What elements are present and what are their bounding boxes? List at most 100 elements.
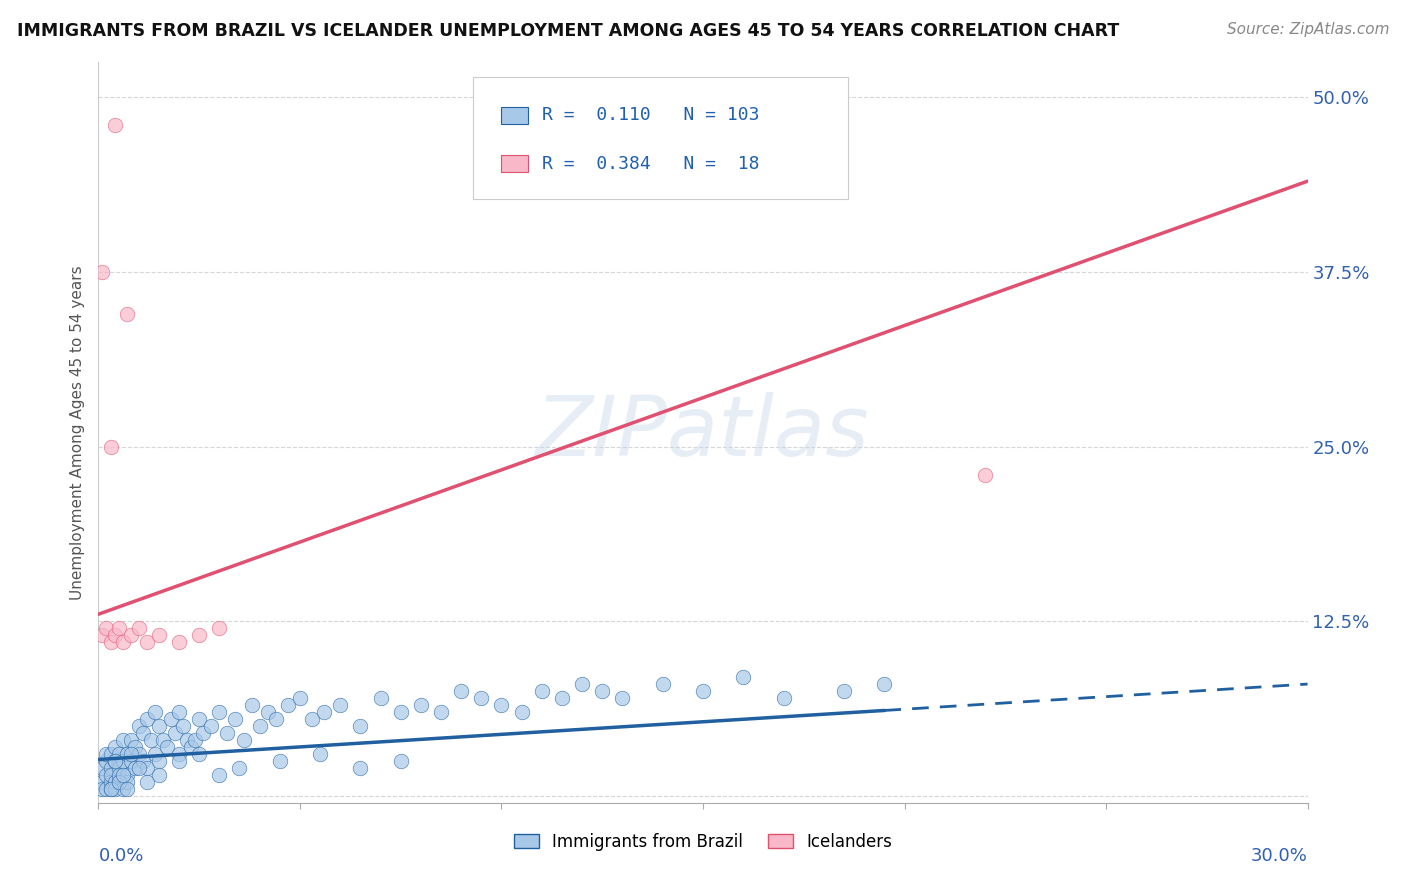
Point [208, 768, 231, 782]
Point [103, 739, 125, 754]
Point [389, 754, 412, 768]
Point [135, 635, 157, 649]
Point [163, 726, 186, 740]
Point [264, 712, 287, 726]
Point [111, 781, 134, 796]
Point [107, 775, 129, 789]
Point [288, 691, 311, 706]
Point [188, 628, 211, 642]
Point [591, 684, 613, 698]
Point [128, 719, 150, 733]
FancyBboxPatch shape [501, 155, 527, 172]
Y-axis label: Unemployment Among Ages 45 to 54 years: Unemployment Among Ages 45 to 54 years [69, 265, 84, 600]
Point [115, 775, 138, 789]
Point [200, 719, 222, 733]
Point [832, 684, 855, 698]
Point [96, 621, 118, 635]
Point [349, 719, 371, 733]
Point [103, 781, 125, 796]
Point [100, 781, 122, 796]
Point [208, 621, 231, 635]
Point [132, 754, 155, 768]
Point [124, 761, 146, 775]
Text: R =  0.110   N = 103: R = 0.110 N = 103 [543, 106, 759, 124]
Point [148, 628, 170, 642]
Point [111, 768, 134, 782]
Point [120, 754, 142, 768]
Point [100, 635, 122, 649]
Point [314, 705, 336, 719]
Point [692, 684, 714, 698]
Point [96, 747, 118, 761]
Point [91, 265, 114, 279]
Point [167, 754, 190, 768]
Point [571, 677, 593, 691]
Point [148, 754, 170, 768]
Point [301, 712, 323, 726]
Point [470, 691, 492, 706]
Point [128, 761, 150, 775]
Point [232, 733, 254, 747]
Point [120, 628, 142, 642]
Text: ZIPatlas: ZIPatlas [536, 392, 870, 473]
Point [551, 691, 574, 706]
Point [100, 761, 122, 775]
Point [193, 726, 215, 740]
Point [974, 467, 997, 482]
Point [96, 781, 118, 796]
Point [309, 747, 332, 761]
Point [107, 761, 129, 775]
Point [873, 677, 896, 691]
FancyBboxPatch shape [474, 78, 848, 200]
Point [135, 712, 157, 726]
Point [510, 705, 533, 719]
Point [156, 739, 179, 754]
Point [430, 705, 453, 719]
Point [107, 621, 129, 635]
Point [115, 307, 138, 321]
Point [91, 761, 114, 775]
Point [115, 768, 138, 782]
Point [100, 768, 122, 782]
Point [103, 775, 125, 789]
Point [111, 635, 134, 649]
Point [148, 719, 170, 733]
Point [612, 691, 634, 706]
Point [188, 712, 211, 726]
Point [107, 775, 129, 789]
Point [100, 781, 122, 796]
Point [172, 719, 194, 733]
Point [96, 754, 118, 768]
Point [120, 747, 142, 761]
Point [100, 747, 122, 761]
Point [148, 768, 170, 782]
Point [128, 747, 150, 761]
Point [120, 733, 142, 747]
Point [132, 726, 155, 740]
Point [184, 733, 207, 747]
Point [772, 691, 794, 706]
Point [530, 684, 553, 698]
Point [208, 705, 231, 719]
Point [107, 768, 129, 782]
Point [491, 698, 513, 712]
Point [217, 726, 239, 740]
Point [733, 670, 755, 684]
Point [256, 705, 278, 719]
Point [103, 754, 125, 768]
Point [152, 733, 174, 747]
Text: 30.0%: 30.0% [1251, 847, 1308, 865]
Point [450, 684, 472, 698]
Point [115, 781, 138, 796]
Point [370, 691, 392, 706]
Point [91, 628, 114, 642]
Point [91, 781, 114, 796]
Point [167, 747, 190, 761]
Point [349, 761, 371, 775]
Point [277, 698, 299, 712]
Text: Source: ZipAtlas.com: Source: ZipAtlas.com [1226, 22, 1389, 37]
Text: IMMIGRANTS FROM BRAZIL VS ICELANDER UNEMPLOYMENT AMONG AGES 45 TO 54 YEARS CORRE: IMMIGRANTS FROM BRAZIL VS ICELANDER UNEM… [17, 22, 1119, 40]
Point [176, 733, 198, 747]
Text: 0.0%: 0.0% [98, 847, 143, 865]
Point [167, 635, 190, 649]
